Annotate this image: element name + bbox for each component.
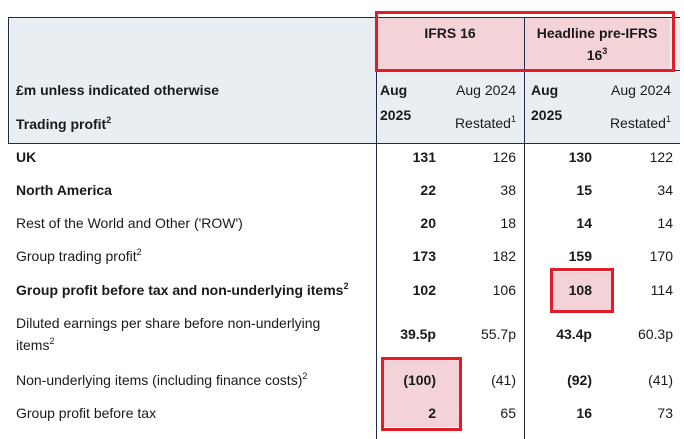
row-label-header: £m unless indicated otherwise bbox=[16, 82, 220, 98]
cell-ifrs-2024: 106 bbox=[492, 282, 516, 298]
cell-ifrs-2025: 2 bbox=[428, 405, 436, 421]
cell-ifrs-2024: (41) bbox=[491, 372, 516, 388]
cell-headline-2024: 170 bbox=[649, 248, 673, 264]
annotation-box-group-pbt bbox=[550, 268, 614, 313]
row-label: Group trading profit2 bbox=[16, 247, 142, 265]
cell-ifrs-2024: 18 bbox=[500, 215, 516, 231]
ifrs-aug2024-l1: Aug 2024 bbox=[456, 82, 516, 98]
divider-headline bbox=[524, 17, 525, 439]
cell-ifrs-2024: 38 bbox=[500, 182, 516, 198]
ifrs-aug2025-l2: 2025 bbox=[380, 107, 412, 123]
cell-headline-2024: 73 bbox=[657, 405, 673, 421]
cell-ifrs-2025: (100) bbox=[403, 372, 436, 388]
cell-headline-2024: (41) bbox=[648, 372, 673, 388]
row-label: UK bbox=[16, 149, 37, 165]
headline-header-suffix: 163 bbox=[586, 46, 608, 64]
cell-ifrs-2025: 173 bbox=[412, 248, 436, 264]
cell-headline-2025: 15 bbox=[576, 182, 592, 198]
header-bottom-rule bbox=[8, 143, 680, 144]
cell-ifrs-2024: 182 bbox=[492, 248, 516, 264]
cell-headline-2025: (92) bbox=[567, 372, 592, 388]
trading-profit-header: Trading profit2 bbox=[16, 115, 112, 133]
ifrs16-header-highlight bbox=[376, 17, 524, 70]
left-border bbox=[8, 17, 9, 144]
cell-headline-2025: 43.4p bbox=[556, 326, 592, 342]
annotation-box-non-underlying bbox=[381, 357, 462, 431]
header-top-rule bbox=[8, 17, 680, 18]
ifrs-aug2025-l1: Aug bbox=[380, 82, 408, 98]
cell-ifrs-2025: 102 bbox=[412, 282, 436, 298]
cell-ifrs-2025: 39.5p bbox=[400, 326, 436, 342]
row-label-continued: items2 bbox=[16, 336, 55, 354]
cell-headline-2025: 130 bbox=[568, 149, 592, 165]
headline-aug2025-l1: Aug bbox=[531, 82, 559, 98]
cell-ifrs-2024: 126 bbox=[492, 149, 516, 165]
cell-headline-2024: 122 bbox=[649, 149, 673, 165]
headline-aug2024-l1: Aug 2024 bbox=[611, 82, 671, 98]
cell-headline-2025: 14 bbox=[576, 215, 592, 231]
row-label: Rest of the World and Other ('ROW') bbox=[16, 215, 243, 231]
row-label: Non-underlying items (including finance … bbox=[16, 371, 308, 389]
cell-headline-2024: 114 bbox=[650, 282, 673, 298]
headline-header: Headline pre-IFRS bbox=[536, 25, 658, 41]
cell-headline-2024: 34 bbox=[657, 182, 673, 198]
divider-ifrs bbox=[376, 17, 377, 439]
ifrs16-header: IFRS 16 bbox=[424, 25, 476, 41]
cell-headline-2025: 108 bbox=[568, 282, 592, 298]
cell-ifrs-2024: 65 bbox=[500, 405, 516, 421]
cell-headline-2024: 60.3p bbox=[637, 326, 673, 342]
ifrs-aug2024-l2: Restated1 bbox=[454, 114, 516, 132]
cell-headline-2025: 159 bbox=[568, 248, 592, 264]
cell-headline-2025: 16 bbox=[576, 405, 592, 421]
cell-ifrs-2025: 22 bbox=[420, 182, 436, 198]
row-label: North America bbox=[16, 182, 112, 198]
headline-header-highlight bbox=[524, 17, 670, 70]
row-label: Diluted earnings per share before non-un… bbox=[16, 315, 321, 331]
highlight-group-pbt-headline bbox=[553, 272, 611, 310]
cell-ifrs-2025: 20 bbox=[420, 215, 436, 231]
headline-aug2024-l2: Restated1 bbox=[609, 114, 671, 132]
highlight-non-underlying-ifrs bbox=[384, 360, 459, 427]
annotation-box-header bbox=[375, 11, 675, 72]
row-label: Group profit before tax bbox=[16, 405, 157, 421]
cell-headline-2024: 14 bbox=[657, 215, 673, 231]
row-label: Group profit before tax and non-underlyi… bbox=[16, 281, 349, 299]
cell-ifrs-2025: 131 bbox=[412, 149, 436, 165]
cell-ifrs-2024: 55.7p bbox=[480, 326, 516, 342]
headline-aug2025-l2: 2025 bbox=[531, 107, 563, 123]
